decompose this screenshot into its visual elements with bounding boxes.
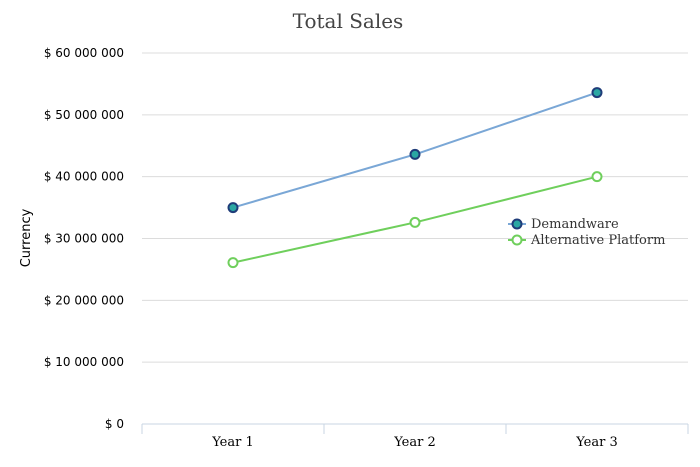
data-point[interactable] [591, 87, 603, 99]
data-point[interactable] [409, 148, 421, 160]
y-axis-ticks: $ 0 $ 10 000 000 $ 20 000 000 $ 30 000 000 $… [44, 46, 124, 431]
y-tick-label: $ 40 000 000 [44, 170, 124, 184]
gridlines [142, 52, 688, 363]
legend-marker [511, 218, 523, 230]
chart-title: Total Sales [293, 9, 404, 33]
y-tick-label: $ 10 000 000 [44, 355, 124, 369]
data-point[interactable] [227, 257, 239, 269]
y-tick-label: $ 60 000 000 [44, 46, 124, 60]
legend-marker [511, 234, 523, 246]
y-tick-label: $ 0 [105, 417, 124, 431]
y-axis-label: Currency [19, 208, 34, 267]
data-point[interactable] [409, 216, 421, 228]
data-point[interactable] [591, 171, 603, 183]
x-axis: Year 1 Year 2 Year 3 [141, 423, 689, 450]
data-point[interactable] [227, 202, 239, 214]
legend-label[interactable]: Demandware [531, 217, 619, 232]
x-tick-label: Year 1 [211, 435, 254, 450]
y-tick-label: $ 20 000 000 [44, 293, 124, 307]
y-tick-label: $ 30 000 000 [44, 232, 124, 246]
series-layer [227, 87, 603, 269]
y-tick-label: $ 50 000 000 [44, 108, 124, 122]
x-tick-label: Year 3 [575, 435, 618, 450]
legend-label[interactable]: Alternative Platform [530, 233, 665, 248]
x-tick-label: Year 2 [393, 435, 436, 450]
